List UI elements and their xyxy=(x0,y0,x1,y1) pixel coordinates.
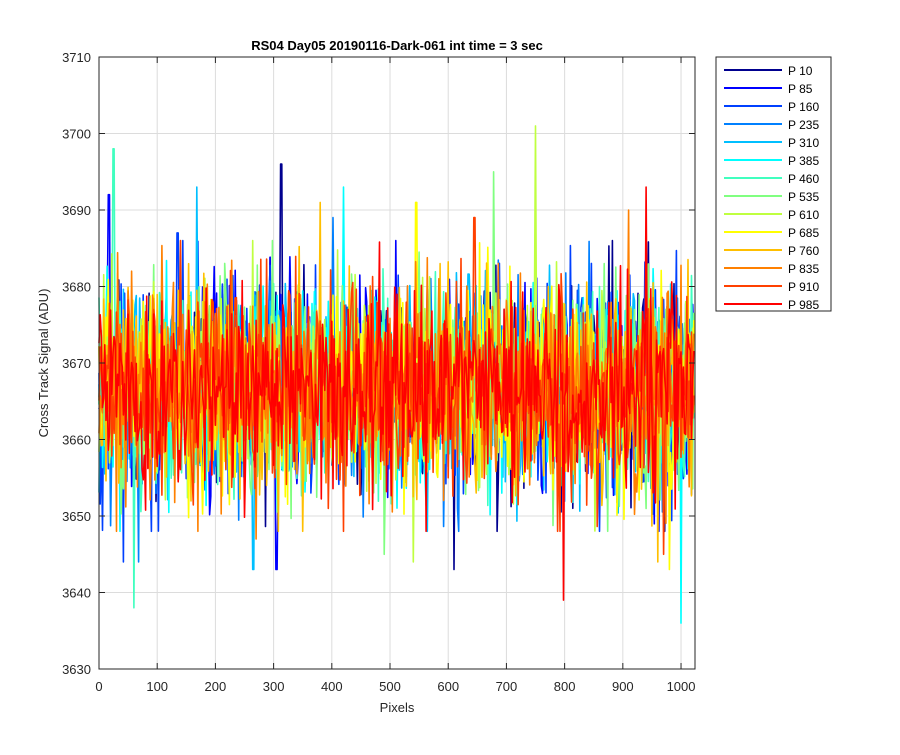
legend: P 10 P 85 P 160 P 235 P 310 P 385 P 460 P 535 P … xyxy=(715,56,832,312)
legend-label: P 985 xyxy=(788,298,819,312)
y-tick-label: 3700 xyxy=(62,127,91,142)
legend-label: P 535 xyxy=(788,190,819,204)
x-tick-label: 400 xyxy=(321,679,343,694)
legend-label: P 910 xyxy=(788,280,819,294)
x-tick-label: 300 xyxy=(263,679,285,694)
x-tick-label: 100 xyxy=(146,679,168,694)
x-tick-label: 700 xyxy=(496,679,518,694)
tick-labels: 0 100 200 300 400 500 600 700 800 900 1000 3630 3640… xyxy=(62,50,695,694)
x-tick-label: 500 xyxy=(379,679,401,694)
y-tick-label: 3680 xyxy=(62,280,91,295)
series-line-p-985 xyxy=(98,186,695,601)
x-tick-label: 1000 xyxy=(667,679,696,694)
x-axis-label: Pixels xyxy=(380,700,415,715)
legend-label: P 310 xyxy=(788,136,819,150)
y-tick-label: 3660 xyxy=(62,433,91,448)
y-axis-label: Cross Track Signal (ADU) xyxy=(36,289,51,438)
series-layer xyxy=(98,125,695,624)
legend-label: P 160 xyxy=(788,100,819,114)
legend-label: P 610 xyxy=(788,208,819,222)
x-tick-label: 800 xyxy=(554,679,576,694)
y-tick-label: 3650 xyxy=(62,509,91,524)
y-tick-label: 3690 xyxy=(62,203,91,218)
x-tick-label: 200 xyxy=(205,679,227,694)
y-tick-label: 3710 xyxy=(62,50,91,65)
legend-label: P 235 xyxy=(788,118,819,132)
x-tick-label: 600 xyxy=(437,679,459,694)
legend-label: P 85 xyxy=(788,82,813,96)
legend-label: P 385 xyxy=(788,154,819,168)
y-tick-label: 3640 xyxy=(62,586,91,601)
legend-label: P 10 xyxy=(788,64,813,78)
x-tick-label: 900 xyxy=(612,679,634,694)
chart-title: RS04 Day05 20190116-Dark-061 int time = … xyxy=(251,38,543,53)
ticks xyxy=(98,56,695,670)
y-tick-label: 3630 xyxy=(62,662,91,677)
legend-label: P 760 xyxy=(788,244,819,258)
series-line-p-835 xyxy=(98,209,695,540)
legend-label: P 460 xyxy=(788,172,819,186)
legend-items: P 10 P 85 P 160 P 235 P 310 P 385 P 460 P 535 P … xyxy=(724,64,819,312)
x-tick-label: 0 xyxy=(95,679,102,694)
legend-label: P 835 xyxy=(788,262,819,276)
y-tick-label: 3670 xyxy=(62,356,91,371)
legend-label: P 685 xyxy=(788,226,819,240)
